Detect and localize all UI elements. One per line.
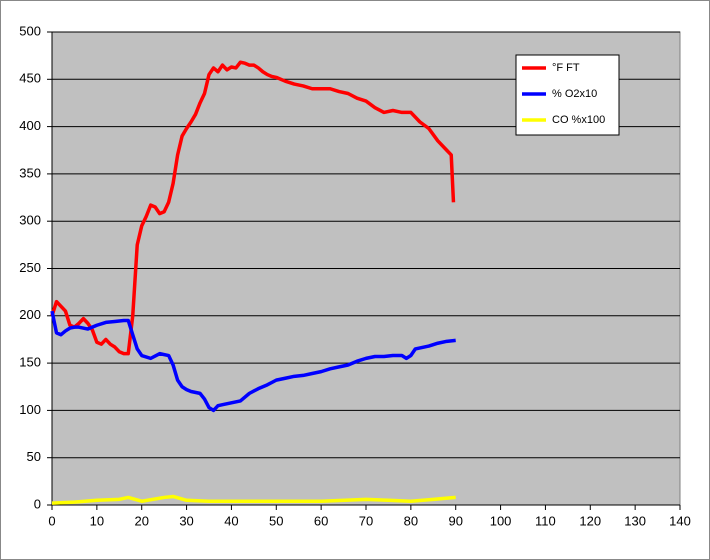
x-tick-label: 40 <box>224 513 238 528</box>
x-tick-label: 100 <box>490 513 512 528</box>
y-tick-label: 500 <box>19 23 41 38</box>
x-tick-label: 20 <box>134 513 148 528</box>
series-line <box>51 494 456 505</box>
x-tick-label: 10 <box>90 513 104 528</box>
x-tick-label: 0 <box>48 513 55 528</box>
y-tick-label: 250 <box>19 260 41 275</box>
legend-label: CO %x100 <box>552 114 605 126</box>
y-tick-label: 200 <box>19 307 41 322</box>
x-tick-label: 70 <box>359 513 373 528</box>
x-tick-label: 140 <box>669 513 691 528</box>
legend: °F FT % O2x10 CO %x100 <box>515 54 620 136</box>
series-line <box>50 60 456 356</box>
x-tick-label: 90 <box>448 513 462 528</box>
y-tick-label: 50 <box>27 449 41 464</box>
x-tick-label: 110 <box>535 513 556 528</box>
y-tick-label: 150 <box>19 355 41 370</box>
legend-label: % O2x10 <box>552 88 597 100</box>
x-tick-label: 50 <box>269 513 283 528</box>
legend-label: °F FT <box>552 62 580 74</box>
y-tick-label: 300 <box>19 213 41 228</box>
series-line <box>50 310 456 413</box>
y-tick-label: 0 <box>34 496 41 511</box>
y-tick-label: 450 <box>19 71 41 86</box>
x-tick-label: 80 <box>404 513 418 528</box>
y-tick-label: 100 <box>19 402 41 417</box>
x-tick-label: 30 <box>179 513 193 528</box>
y-tick-label: 400 <box>19 118 41 133</box>
x-tick-label: 120 <box>579 513 601 528</box>
y-tick-label: 350 <box>19 165 41 180</box>
x-tick-label: 60 <box>314 513 328 528</box>
x-tick-label: 130 <box>624 513 646 528</box>
